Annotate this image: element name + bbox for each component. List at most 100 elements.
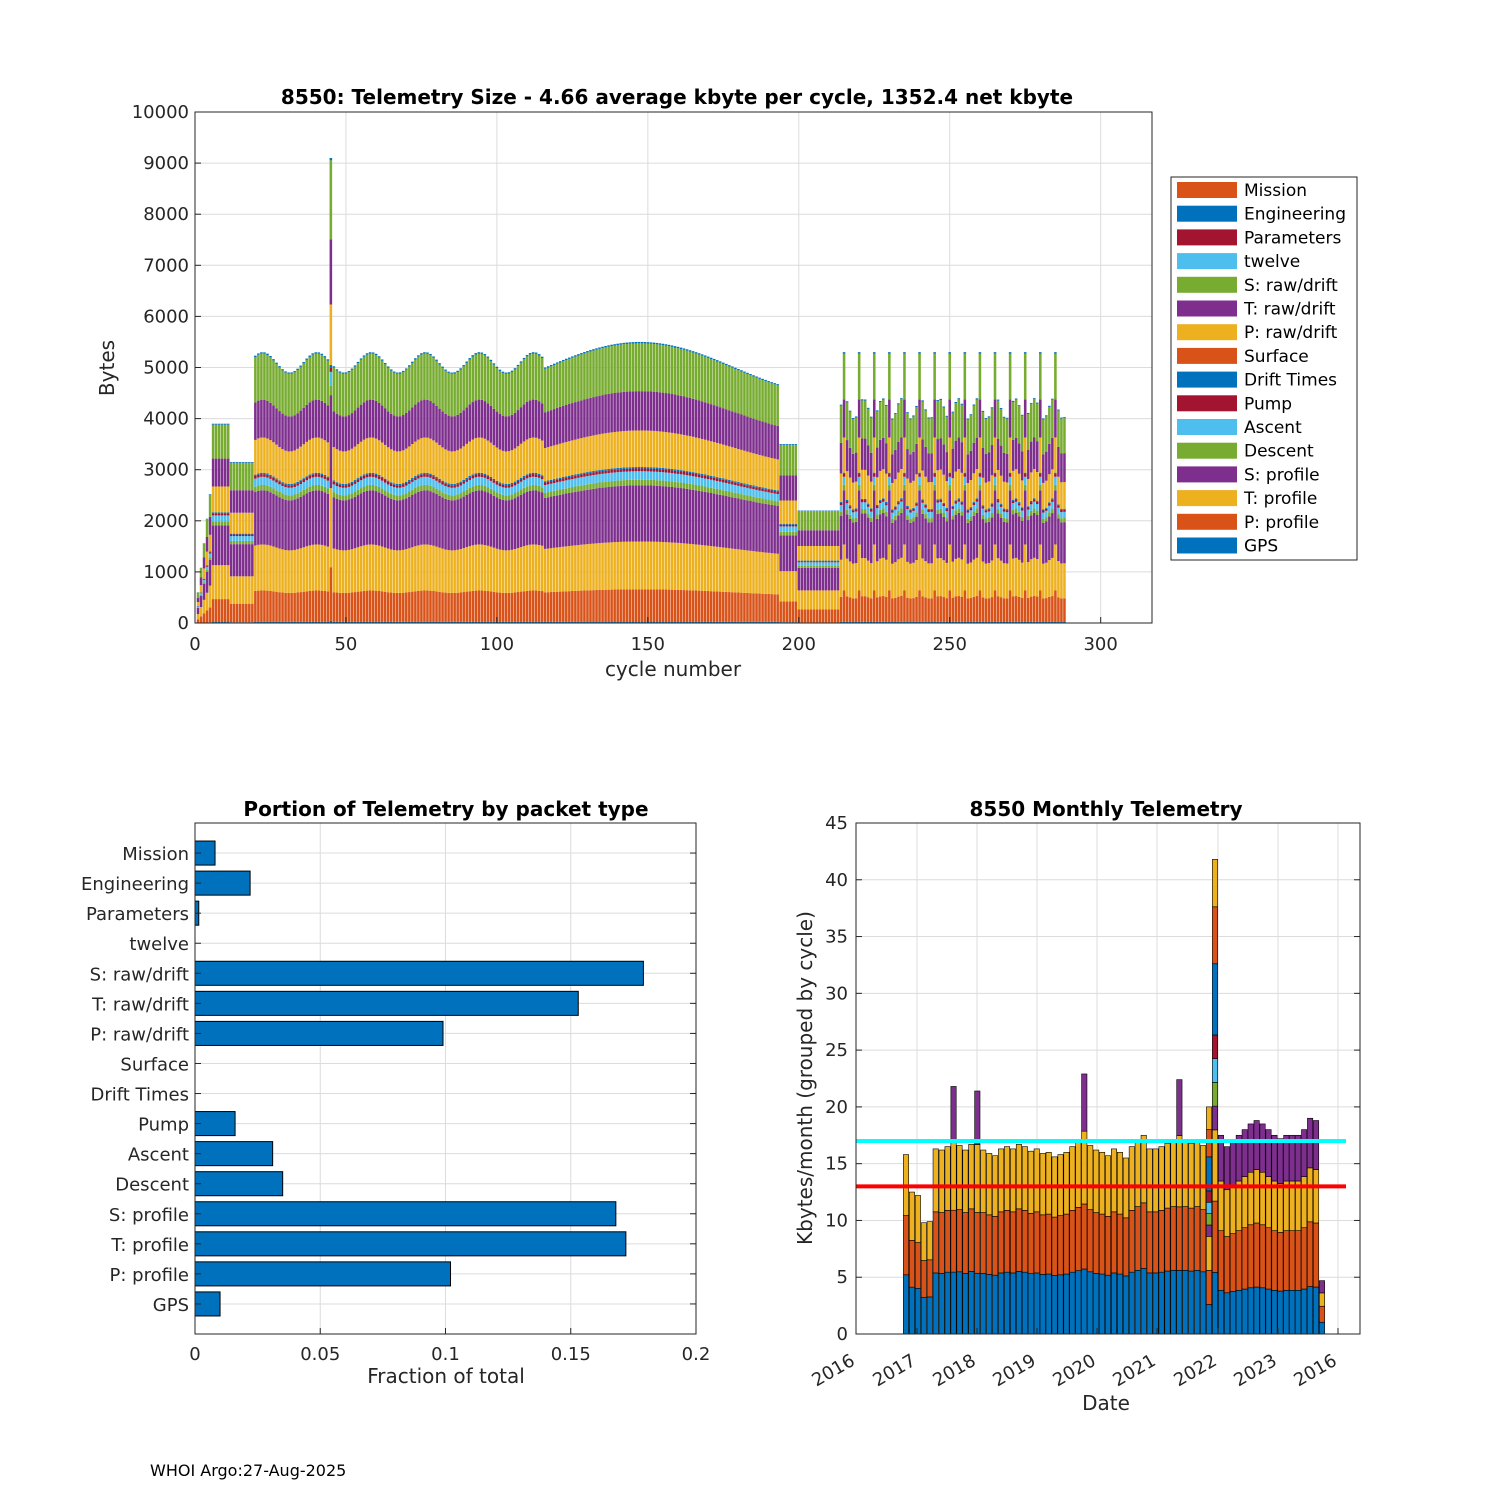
bar-segment	[1039, 472, 1042, 475]
bar-segment	[764, 456, 767, 489]
bar-segment	[758, 488, 761, 491]
bar-segment	[688, 475, 692, 484]
bar-segment	[815, 567, 819, 591]
bar-segment	[229, 603, 233, 623]
bar-segment	[697, 490, 701, 545]
bar-segment	[389, 413, 393, 450]
bar-segment	[513, 621, 517, 623]
bar-segment	[459, 498, 462, 550]
x-tick-label: 0.2	[682, 1344, 711, 1365]
bar-segment	[311, 474, 315, 478]
bar-segment	[281, 482, 284, 484]
bar-segment	[836, 562, 840, 566]
bar-segment	[555, 479, 559, 483]
bar-segment	[694, 437, 698, 473]
bar-segment	[1039, 399, 1042, 438]
bar-segment	[362, 402, 366, 440]
bar-segment	[914, 1195, 921, 1243]
bar-segment	[749, 375, 752, 418]
bar-segment	[788, 444, 792, 446]
bar-segment	[577, 621, 580, 623]
bar-segment	[269, 545, 272, 591]
bar-segment	[377, 545, 381, 591]
bar-segment	[374, 353, 378, 356]
y-tick-label: Ascent	[128, 1145, 189, 1166]
bar-segment	[338, 450, 342, 484]
bar-segment	[459, 412, 462, 449]
bar-segment	[664, 480, 668, 487]
y-tick-label: S: raw/drift	[90, 964, 189, 985]
bar-segment	[257, 400, 260, 439]
bar-segment	[658, 392, 662, 432]
bar-segment	[682, 474, 686, 483]
bar-segment	[275, 363, 278, 409]
bar-segment	[933, 353, 936, 400]
bar-segment	[649, 479, 653, 486]
bar-segment	[1014, 469, 1018, 499]
bar-segment	[299, 483, 302, 492]
bar-segment	[1014, 596, 1018, 622]
bar-segment	[830, 560, 834, 562]
bar-segment	[534, 476, 538, 486]
bar-segment	[996, 502, 1000, 510]
bar-segment	[483, 473, 487, 476]
bar-segment	[1051, 557, 1054, 597]
bar-segment	[519, 362, 523, 408]
bar-segment	[728, 483, 731, 492]
bar-segment	[254, 474, 257, 476]
bar-segment	[966, 419, 970, 455]
bar-segment	[456, 370, 459, 373]
bar-segment	[595, 470, 598, 472]
bar-segment	[456, 450, 459, 484]
bar-segment	[694, 590, 698, 622]
bar-segment	[235, 462, 239, 463]
bar-segment	[540, 591, 544, 622]
bar-segment	[335, 482, 339, 484]
bar-segment	[938, 1149, 945, 1213]
bar-segment	[359, 359, 363, 405]
bar-segment	[797, 511, 801, 531]
bar-segment	[740, 482, 743, 484]
bar-segment	[818, 562, 822, 566]
bar-segment	[987, 508, 991, 510]
bar-segment	[377, 357, 381, 403]
bar-segment	[248, 533, 251, 535]
bar-segment	[214, 424, 218, 459]
bar-segment	[1105, 1216, 1112, 1276]
x-tick-label: 2017	[869, 1350, 919, 1391]
bar-segment	[824, 560, 828, 562]
bar-segment	[341, 416, 345, 452]
bar-segment	[1283, 1134, 1290, 1182]
bar-segment	[1048, 503, 1051, 506]
bar-segment	[679, 348, 683, 396]
bar-segment	[863, 558, 867, 597]
bar-segment	[516, 548, 520, 593]
bar-segment	[1045, 1213, 1052, 1275]
bar-segment	[691, 352, 695, 399]
bar-segment	[537, 477, 541, 486]
bar-segment	[1093, 1272, 1100, 1335]
bar-segment	[622, 480, 625, 486]
bar-segment	[604, 469, 607, 471]
bar-segment	[1087, 1145, 1094, 1210]
bar-segment	[682, 590, 686, 622]
bar-segment	[752, 593, 755, 622]
bar-segment	[722, 479, 725, 483]
bar-segment	[510, 484, 514, 487]
bar-segment	[275, 490, 278, 496]
bar-segment	[450, 484, 453, 486]
bar-segment	[501, 494, 505, 500]
bar-segment	[827, 590, 831, 610]
bar-segment	[779, 571, 782, 602]
bar-segment	[1017, 405, 1021, 407]
bar-segment	[927, 522, 930, 564]
bar-segment	[568, 357, 571, 359]
bar-segment	[420, 490, 423, 545]
bar-segment	[924, 409, 927, 411]
bar-segment	[860, 400, 864, 439]
bar-segment	[456, 484, 459, 487]
bar-segment	[848, 506, 852, 509]
bar-segment	[462, 481, 465, 484]
bar-segment	[1313, 1222, 1320, 1288]
bar-segment	[254, 357, 257, 403]
